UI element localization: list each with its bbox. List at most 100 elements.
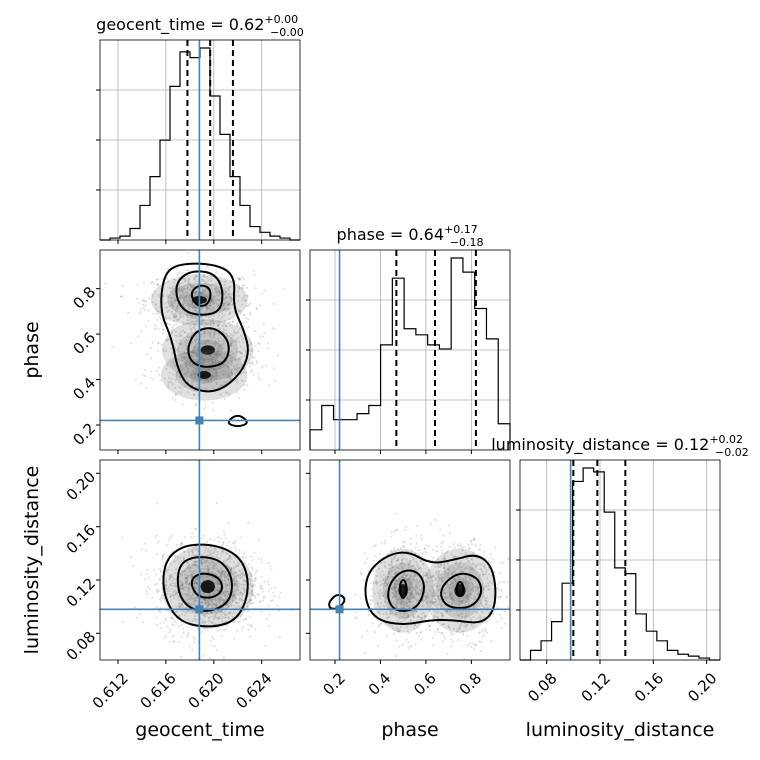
- sample-point: [409, 619, 412, 623]
- sample-point: [273, 586, 276, 589]
- sample-point: [183, 277, 186, 280]
- sample-point: [194, 564, 197, 567]
- sample-point: [472, 615, 475, 618]
- sample-point: [211, 612, 214, 615]
- sample-point: [194, 560, 197, 563]
- sample-point: [248, 615, 251, 618]
- sample-point: [196, 596, 199, 599]
- sample-point: [465, 596, 469, 599]
- sample-point: [143, 309, 146, 312]
- sample-point: [263, 595, 266, 598]
- sample-point: [133, 606, 137, 609]
- sample-point: [186, 287, 189, 290]
- sample-point: [169, 628, 172, 632]
- sample-point: [222, 656, 226, 659]
- sample-point: [182, 558, 185, 561]
- sample-point: [196, 582, 199, 585]
- sample-point: [507, 605, 510, 608]
- sample-point: [427, 545, 431, 548]
- sample-point: [438, 598, 441, 601]
- sample-point: [215, 299, 218, 302]
- sample-point: [235, 584, 238, 588]
- sample-point: [228, 312, 231, 315]
- sample-point: [222, 598, 225, 602]
- sample-point: [251, 568, 254, 571]
- sample-point: [444, 591, 447, 594]
- sample-point: [211, 566, 215, 569]
- sample-point: [212, 565, 215, 568]
- sample-point: [221, 551, 224, 554]
- sample-point: [451, 581, 454, 584]
- sample-point: [235, 363, 238, 366]
- sample-point: [186, 313, 189, 317]
- sample-point: [383, 576, 386, 579]
- sample-point: [383, 591, 386, 595]
- y-axis-label-phase: phase: [21, 321, 43, 378]
- sample-point: [200, 320, 203, 323]
- sample-point: [155, 623, 158, 627]
- sample-point: [168, 593, 171, 596]
- sample-point: [220, 567, 223, 570]
- sample-point: [175, 323, 178, 326]
- sample-point: [437, 574, 440, 577]
- sample-point: [243, 590, 247, 593]
- sample-point: [469, 540, 472, 543]
- sample-point: [225, 301, 228, 304]
- sample-point: [196, 591, 199, 594]
- sample-point: [385, 582, 388, 586]
- sample-point: [207, 380, 210, 383]
- sample-point: [189, 295, 192, 298]
- sample-point: [238, 570, 241, 573]
- sample-point: [393, 632, 396, 635]
- sample-point: [186, 284, 189, 287]
- sample-point: [179, 288, 182, 291]
- sample-point: [262, 322, 265, 325]
- sample-point: [389, 550, 393, 553]
- sample-point: [193, 602, 196, 606]
- sample-point: [458, 628, 461, 631]
- sample-point: [195, 306, 199, 309]
- sample-point: [171, 306, 174, 309]
- sample-point: [462, 598, 465, 602]
- contour-line: [364, 551, 497, 625]
- sample-point: [471, 558, 474, 561]
- sample-point: [253, 597, 257, 600]
- sample-point: [217, 569, 220, 572]
- sample-point: [397, 645, 401, 648]
- sample-point: [240, 536, 243, 539]
- sample-point: [444, 596, 448, 600]
- sample-point: [220, 550, 224, 553]
- sample-point: [156, 310, 159, 313]
- sample-point: [254, 571, 258, 575]
- sample-point: [209, 657, 212, 660]
- sample-point: [230, 304, 233, 307]
- sample-point: [218, 290, 221, 293]
- sample-point: [250, 624, 253, 628]
- sample-point: [229, 311, 232, 314]
- sample-point: [161, 597, 164, 600]
- sample-point: [184, 588, 187, 591]
- sample-point: [205, 554, 208, 557]
- sample-point: [181, 635, 184, 639]
- sample-point: [201, 574, 204, 577]
- sample-point: [236, 593, 240, 596]
- sample-point: [225, 351, 228, 354]
- sample-point: [408, 561, 411, 565]
- sample-point: [186, 319, 189, 322]
- sample-point: [493, 571, 496, 574]
- sample-point: [274, 379, 277, 382]
- sample-point: [227, 615, 230, 619]
- sample-point: [434, 565, 437, 568]
- sample-point: [452, 542, 456, 546]
- sample-point: [215, 573, 219, 576]
- sample-point: [204, 602, 207, 606]
- sample-point: [194, 315, 197, 318]
- sample-point: [453, 602, 456, 605]
- sample-point: [455, 610, 458, 613]
- sample-point: [196, 627, 200, 630]
- sample-point: [159, 570, 163, 573]
- sample-point: [443, 595, 447, 599]
- sample-point: [194, 290, 198, 294]
- sample-point: [180, 606, 183, 609]
- sample-point: [209, 334, 212, 337]
